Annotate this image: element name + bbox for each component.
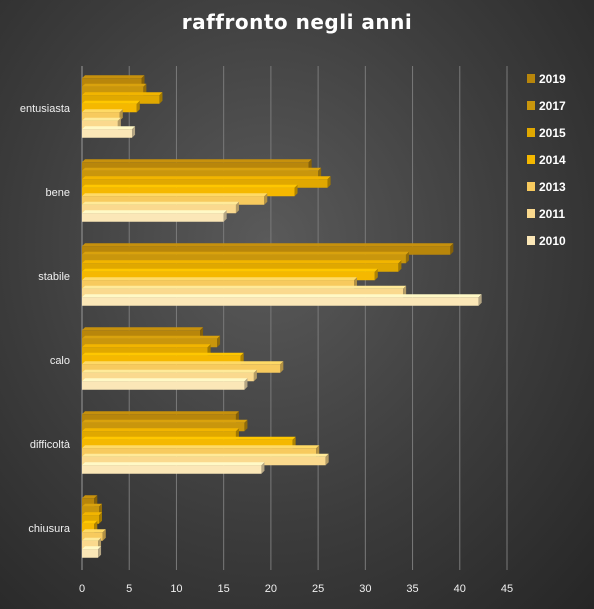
legend-label-2017: 2017: [539, 99, 566, 113]
category-label-entusiasta: entusiasta: [20, 103, 71, 115]
category-label-calo: calo: [50, 355, 70, 367]
bar-chiusura-2013: [82, 529, 106, 541]
bar-stabile-2019: [82, 243, 454, 255]
legend-label-2013: 2013: [539, 180, 566, 194]
x-tick-5: 5: [126, 583, 132, 595]
legend-item-2014: 2014: [527, 153, 566, 167]
bar-bene-2011: [82, 201, 239, 214]
bar-difficoltà-2011: [82, 453, 329, 466]
legend-item-2010: 2010: [527, 234, 566, 248]
category-label-stabile: stabile: [38, 271, 70, 283]
legend-swatch-2011: [527, 209, 535, 218]
bar-entusiasta-2014: [82, 100, 140, 113]
x-tick-10: 10: [170, 583, 182, 595]
bar-chiusura-2010: [82, 546, 102, 558]
bar-bene-2010: [82, 210, 227, 222]
bar-calo-2013: [82, 361, 284, 373]
legend-label-2019: 2019: [539, 72, 566, 86]
bar-stabile-2015: [82, 260, 402, 272]
x-tick-45: 45: [501, 583, 513, 595]
bar-stabile-2017: [82, 251, 409, 264]
bar-stabile-2014: [82, 268, 378, 281]
bar-calo-2010: [82, 378, 248, 390]
legend-item-2019: 2019: [527, 72, 566, 86]
bar-stabile-2010: [82, 294, 482, 306]
bar-entusiasta-2015: [82, 92, 163, 104]
x-tick-30: 30: [359, 583, 371, 595]
bar-difficoltà-2010: [82, 462, 265, 474]
legend-swatch-2015: [527, 128, 535, 137]
chart-title: raffronto negli anni: [181, 10, 413, 34]
legend-swatch-2017: [527, 101, 535, 110]
bar-calo-2011: [82, 369, 257, 382]
category-label-difficoltà: difficoltà: [30, 439, 71, 451]
bar-entusiasta-2010: [82, 126, 136, 138]
legend-item-2017: 2017: [527, 99, 566, 113]
x-tick-0: 0: [79, 583, 85, 595]
legend-label-2010: 2010: [539, 234, 566, 248]
x-tick-40: 40: [454, 583, 466, 595]
legend-label-2015: 2015: [539, 126, 566, 140]
bar-entusiasta-2013: [82, 109, 123, 121]
x-tick-25: 25: [312, 583, 324, 595]
bar-bene-2014: [82, 184, 298, 197]
x-tick-35: 35: [406, 583, 418, 595]
category-label-chiusura: chiusura: [28, 523, 70, 535]
legend-item-2011: 2011: [527, 207, 565, 221]
bar-difficoltà-2017: [82, 419, 248, 432]
legend-item-2013: 2013: [527, 180, 566, 194]
bar-bene-2013: [82, 193, 268, 205]
x-tick-15: 15: [218, 583, 230, 595]
legend-label-2011: 2011: [539, 207, 565, 221]
legend-swatch-2010: [527, 236, 535, 245]
legend-swatch-2014: [527, 155, 535, 164]
legend-item-2015: 2015: [527, 126, 566, 140]
legend-swatch-2019: [527, 74, 535, 83]
legend-swatch-2013: [527, 182, 535, 191]
bar-chiusura-2015: [82, 512, 102, 524]
bar-bene-2015: [82, 176, 331, 188]
category-label-bene: bene: [46, 187, 70, 199]
bar-calo-2017: [82, 335, 221, 348]
x-tick-20: 20: [265, 583, 277, 595]
legend-label-2014: 2014: [539, 153, 566, 167]
